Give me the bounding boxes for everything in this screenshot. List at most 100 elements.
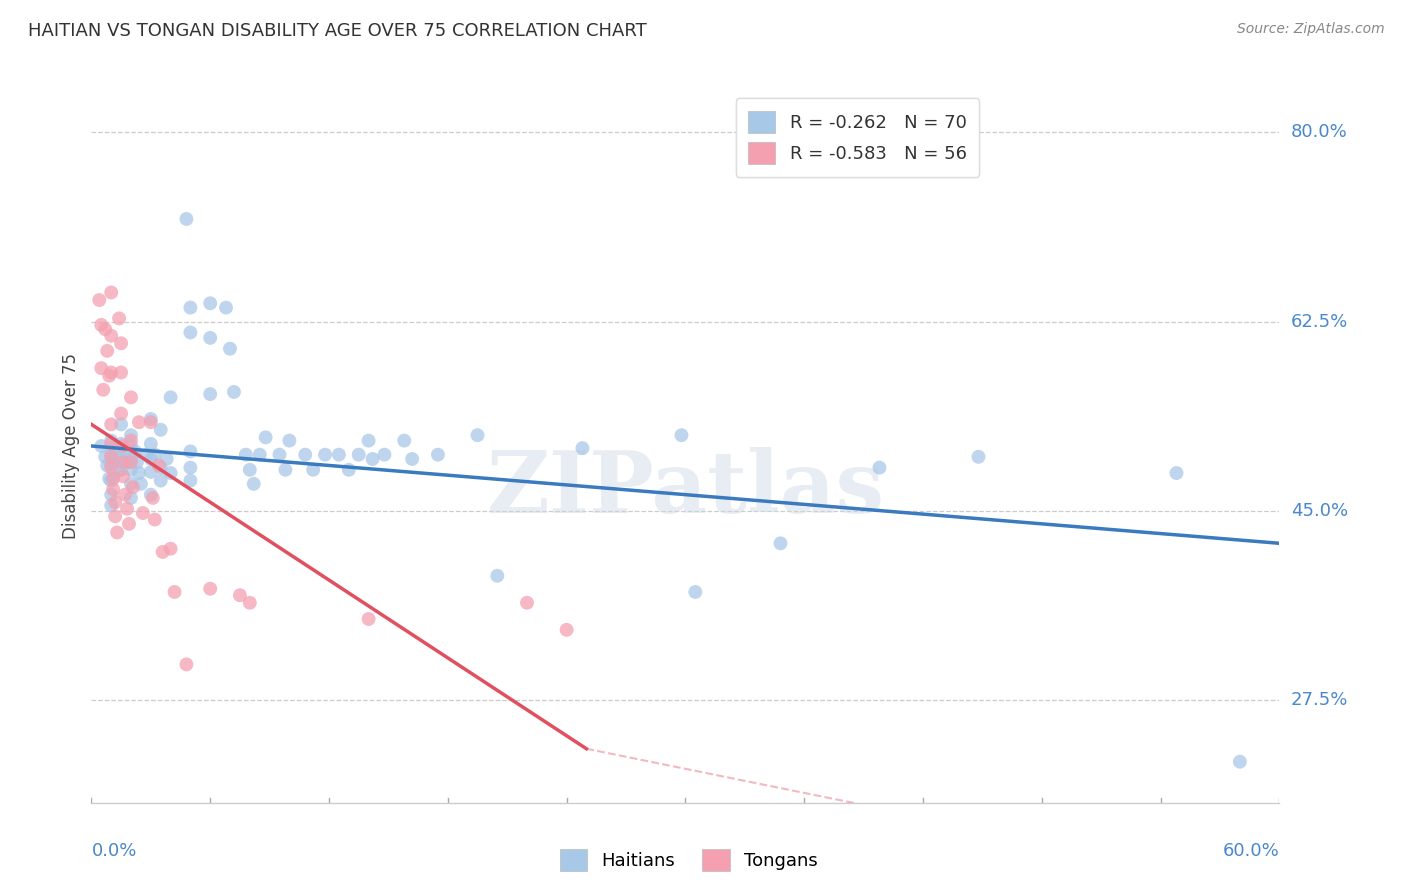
Point [89, 293, 111, 307]
Point [100, 488, 122, 502]
Point [1166, 466, 1188, 480]
Point [357, 434, 380, 448]
Point [122, 480, 145, 494]
Point [96, 458, 118, 473]
Point [98, 471, 121, 485]
Point [239, 596, 262, 610]
Point [361, 452, 384, 467]
Point [90, 361, 112, 376]
Point [110, 463, 132, 477]
Point [94, 450, 117, 464]
Point [149, 460, 172, 475]
Point [148, 458, 170, 473]
Point [401, 452, 423, 467]
Point [125, 455, 148, 469]
Point [100, 474, 122, 488]
Point [685, 585, 707, 599]
Point [94, 322, 117, 336]
Point [120, 428, 142, 442]
Point [152, 545, 174, 559]
Point [100, 328, 122, 343]
Point [337, 463, 360, 477]
Point [105, 452, 128, 467]
Point [486, 568, 509, 582]
Point [249, 448, 271, 462]
Point [274, 463, 297, 477]
Point [156, 452, 179, 467]
Point [110, 336, 132, 351]
Text: HAITIAN VS TONGAN DISABILITY AGE OVER 75 CORRELATION CHART: HAITIAN VS TONGAN DISABILITY AGE OVER 75… [28, 22, 647, 40]
Point [179, 460, 201, 475]
Text: 0.0%: 0.0% [91, 842, 136, 860]
Point [108, 311, 131, 326]
Point [104, 495, 127, 509]
Point [91, 383, 114, 397]
Legend: R = -0.262   N = 70, R = -0.583   N = 56: R = -0.262 N = 70, R = -0.583 N = 56 [735, 98, 980, 177]
Point [100, 446, 122, 460]
Point [373, 448, 395, 462]
Point [179, 444, 201, 458]
Point [129, 476, 152, 491]
Point [120, 491, 142, 505]
Point [120, 439, 142, 453]
Point [426, 448, 449, 462]
Point [235, 448, 257, 462]
Point [215, 301, 238, 315]
Point [1229, 755, 1251, 769]
Point [769, 536, 792, 550]
Point [114, 488, 136, 502]
Point [139, 452, 162, 467]
Point [115, 455, 138, 469]
Point [142, 491, 165, 505]
Point [143, 448, 166, 462]
Point [179, 301, 201, 315]
Point [120, 452, 142, 467]
Point [314, 448, 336, 462]
Point [110, 417, 132, 432]
Point [179, 474, 201, 488]
Point [328, 448, 350, 462]
Point [135, 448, 157, 462]
Text: Source: ZipAtlas.com: Source: ZipAtlas.com [1237, 22, 1385, 37]
Point [115, 501, 138, 516]
Point [200, 296, 222, 310]
Point [139, 437, 162, 451]
Point [101, 471, 124, 485]
Point [239, 463, 262, 477]
Point [176, 211, 198, 226]
Point [302, 463, 325, 477]
Point [159, 466, 181, 480]
Point [357, 612, 380, 626]
Point [108, 463, 131, 477]
Point [222, 384, 245, 399]
Y-axis label: Disability Age Over 75: Disability Age Over 75 [62, 353, 80, 539]
Point [149, 423, 172, 437]
Point [100, 366, 122, 380]
Point [219, 342, 242, 356]
Point [139, 465, 162, 479]
Point [159, 390, 181, 404]
Point [571, 441, 593, 455]
Point [128, 466, 150, 480]
Point [242, 476, 264, 491]
Point [112, 455, 135, 469]
Point [90, 318, 112, 332]
Point [555, 623, 578, 637]
Point [254, 430, 277, 444]
Text: 62.5%: 62.5% [1291, 313, 1348, 331]
Point [278, 434, 301, 448]
Point [139, 412, 162, 426]
Point [294, 448, 316, 462]
Point [112, 469, 135, 483]
Point [120, 463, 142, 477]
Text: 80.0%: 80.0% [1291, 123, 1347, 142]
Point [100, 450, 122, 464]
Point [101, 482, 124, 496]
Point [869, 460, 891, 475]
Point [100, 460, 122, 475]
Point [110, 450, 132, 464]
Point [110, 437, 132, 451]
Point [671, 428, 693, 442]
Point [200, 331, 222, 345]
Point [100, 499, 122, 513]
